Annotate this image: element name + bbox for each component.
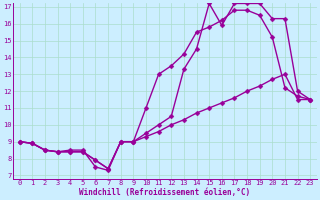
X-axis label: Windchill (Refroidissement éolien,°C): Windchill (Refroidissement éolien,°C) [79, 188, 251, 197]
